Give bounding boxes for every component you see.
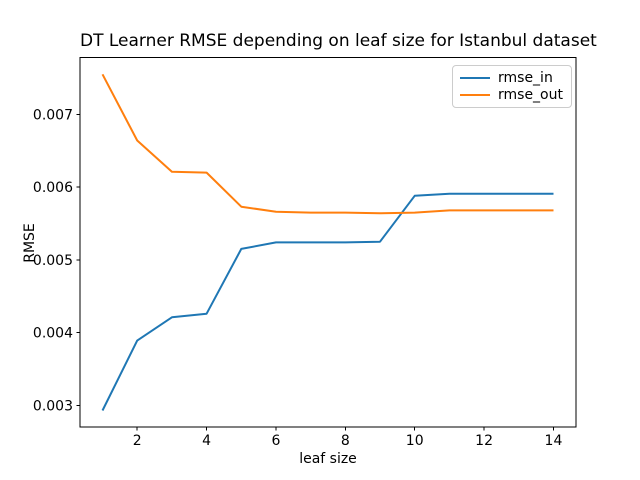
legend-label-rmse-in: rmse_in bbox=[498, 70, 553, 87]
x-axis-label: leaf size bbox=[299, 451, 357, 467]
axes-frame bbox=[79, 57, 577, 428]
legend-item-rmse-in: rmse_in bbox=[460, 71, 564, 85]
y-tick-label: 0.004 bbox=[33, 326, 73, 342]
x-tick-label: 10 bbox=[406, 433, 424, 449]
y-tick-label: 0.007 bbox=[33, 107, 73, 123]
y-tick-label: 0.005 bbox=[33, 253, 73, 269]
legend-label-rmse-out: rmse_out bbox=[498, 86, 563, 103]
rmse-out-line-swatch-icon bbox=[460, 93, 490, 96]
y-tick-label: 0.003 bbox=[33, 398, 73, 414]
y-axis-label: RMSE bbox=[22, 223, 38, 263]
x-tick-label: 14 bbox=[545, 433, 563, 449]
legend: rmse_in rmse_out bbox=[452, 65, 572, 108]
rmse_out-line bbox=[101, 73, 554, 215]
x-tick-label: 6 bbox=[272, 433, 281, 449]
x-tick-label: 8 bbox=[341, 433, 350, 449]
x-tick-label: 2 bbox=[133, 433, 142, 449]
x-tick-label: 12 bbox=[475, 433, 493, 449]
rmse-in-line-swatch-icon bbox=[460, 77, 490, 80]
chart-title: DT Learner RMSE depending on leaf size f… bbox=[80, 31, 597, 51]
rmse_in-line bbox=[101, 192, 554, 411]
legend-item-rmse-out: rmse_out bbox=[460, 88, 564, 102]
y-tick-label: 0.006 bbox=[33, 180, 73, 196]
x-tick-label: 4 bbox=[202, 433, 211, 449]
